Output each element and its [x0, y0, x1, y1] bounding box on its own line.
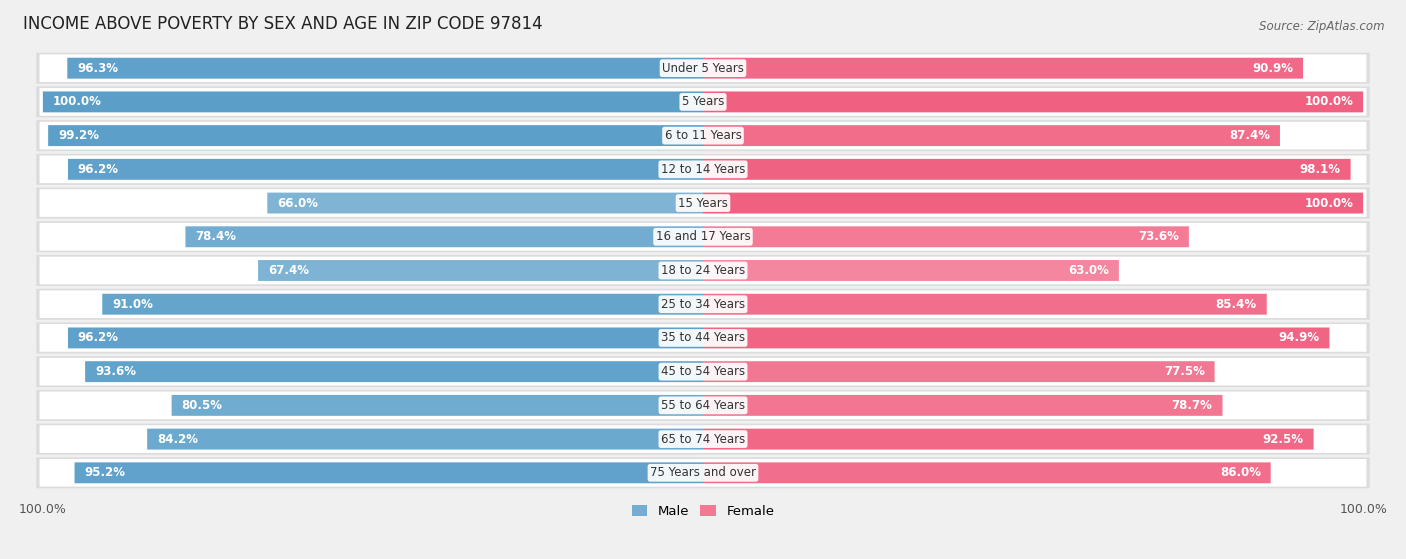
Text: 86.0%: 86.0% — [1220, 466, 1261, 479]
Text: 95.2%: 95.2% — [84, 466, 125, 479]
FancyBboxPatch shape — [67, 58, 703, 79]
Text: 65 to 74 Years: 65 to 74 Years — [661, 433, 745, 446]
Text: 93.6%: 93.6% — [96, 365, 136, 378]
Text: 55 to 64 Years: 55 to 64 Years — [661, 399, 745, 412]
FancyBboxPatch shape — [703, 193, 1364, 214]
FancyBboxPatch shape — [703, 429, 1313, 449]
FancyBboxPatch shape — [37, 188, 1369, 219]
FancyBboxPatch shape — [39, 425, 1367, 453]
Text: 100.0%: 100.0% — [1305, 96, 1353, 108]
Text: Under 5 Years: Under 5 Years — [662, 61, 744, 75]
FancyBboxPatch shape — [39, 155, 1367, 183]
Text: 12 to 14 Years: 12 to 14 Years — [661, 163, 745, 176]
FancyBboxPatch shape — [703, 260, 1119, 281]
FancyBboxPatch shape — [37, 154, 1369, 185]
FancyBboxPatch shape — [703, 58, 1303, 79]
FancyBboxPatch shape — [37, 390, 1369, 421]
FancyBboxPatch shape — [37, 87, 1369, 117]
Legend: Male, Female: Male, Female — [626, 500, 780, 523]
FancyBboxPatch shape — [148, 429, 703, 449]
Text: 75 Years and over: 75 Years and over — [650, 466, 756, 479]
Text: 90.9%: 90.9% — [1253, 61, 1294, 75]
Text: Source: ZipAtlas.com: Source: ZipAtlas.com — [1260, 20, 1385, 32]
FancyBboxPatch shape — [37, 120, 1369, 151]
FancyBboxPatch shape — [39, 122, 1367, 149]
Text: 92.5%: 92.5% — [1263, 433, 1303, 446]
FancyBboxPatch shape — [703, 159, 1351, 180]
FancyBboxPatch shape — [39, 257, 1367, 285]
Text: 77.5%: 77.5% — [1164, 365, 1205, 378]
Text: 35 to 44 Years: 35 to 44 Years — [661, 331, 745, 344]
Text: 6 to 11 Years: 6 to 11 Years — [665, 129, 741, 142]
FancyBboxPatch shape — [75, 462, 703, 484]
Text: 66.0%: 66.0% — [277, 197, 318, 210]
Text: 15 Years: 15 Years — [678, 197, 728, 210]
FancyBboxPatch shape — [37, 255, 1369, 286]
FancyBboxPatch shape — [39, 223, 1367, 250]
FancyBboxPatch shape — [172, 395, 703, 416]
FancyBboxPatch shape — [703, 125, 1279, 146]
Text: 16 and 17 Years: 16 and 17 Years — [655, 230, 751, 243]
FancyBboxPatch shape — [42, 92, 703, 112]
Text: 80.5%: 80.5% — [181, 399, 222, 412]
FancyBboxPatch shape — [48, 125, 703, 146]
FancyBboxPatch shape — [37, 288, 1369, 320]
FancyBboxPatch shape — [703, 361, 1215, 382]
Text: 25 to 34 Years: 25 to 34 Years — [661, 298, 745, 311]
Text: 96.2%: 96.2% — [77, 163, 120, 176]
FancyBboxPatch shape — [703, 462, 1271, 484]
FancyBboxPatch shape — [703, 328, 1330, 348]
Text: 63.0%: 63.0% — [1069, 264, 1109, 277]
Text: 91.0%: 91.0% — [112, 298, 153, 311]
Text: 78.7%: 78.7% — [1171, 399, 1212, 412]
FancyBboxPatch shape — [267, 193, 703, 214]
FancyBboxPatch shape — [703, 294, 1267, 315]
Text: 67.4%: 67.4% — [269, 264, 309, 277]
FancyBboxPatch shape — [39, 324, 1367, 352]
FancyBboxPatch shape — [39, 190, 1367, 217]
FancyBboxPatch shape — [37, 356, 1369, 387]
FancyBboxPatch shape — [39, 459, 1367, 487]
FancyBboxPatch shape — [703, 92, 1364, 112]
FancyBboxPatch shape — [37, 221, 1369, 252]
FancyBboxPatch shape — [186, 226, 703, 247]
FancyBboxPatch shape — [37, 323, 1369, 353]
FancyBboxPatch shape — [86, 361, 703, 382]
FancyBboxPatch shape — [37, 457, 1369, 489]
Text: 96.2%: 96.2% — [77, 331, 120, 344]
Text: 73.6%: 73.6% — [1137, 230, 1180, 243]
Text: 45 to 54 Years: 45 to 54 Years — [661, 365, 745, 378]
FancyBboxPatch shape — [39, 88, 1367, 116]
Text: 78.4%: 78.4% — [195, 230, 236, 243]
Text: 87.4%: 87.4% — [1229, 129, 1270, 142]
Text: 94.9%: 94.9% — [1278, 331, 1320, 344]
FancyBboxPatch shape — [39, 54, 1367, 82]
FancyBboxPatch shape — [703, 226, 1189, 247]
Text: 18 to 24 Years: 18 to 24 Years — [661, 264, 745, 277]
Text: INCOME ABOVE POVERTY BY SEX AND AGE IN ZIP CODE 97814: INCOME ABOVE POVERTY BY SEX AND AGE IN Z… — [22, 15, 543, 33]
FancyBboxPatch shape — [37, 53, 1369, 84]
FancyBboxPatch shape — [703, 395, 1223, 416]
FancyBboxPatch shape — [259, 260, 703, 281]
FancyBboxPatch shape — [37, 424, 1369, 454]
FancyBboxPatch shape — [67, 159, 703, 180]
FancyBboxPatch shape — [39, 290, 1367, 318]
Text: 100.0%: 100.0% — [53, 96, 101, 108]
Text: 96.3%: 96.3% — [77, 61, 118, 75]
FancyBboxPatch shape — [39, 358, 1367, 386]
Text: 84.2%: 84.2% — [157, 433, 198, 446]
FancyBboxPatch shape — [67, 328, 703, 348]
Text: 99.2%: 99.2% — [58, 129, 98, 142]
FancyBboxPatch shape — [103, 294, 703, 315]
Text: 85.4%: 85.4% — [1216, 298, 1257, 311]
Text: 98.1%: 98.1% — [1299, 163, 1341, 176]
Text: 5 Years: 5 Years — [682, 96, 724, 108]
Text: 100.0%: 100.0% — [1305, 197, 1353, 210]
FancyBboxPatch shape — [39, 391, 1367, 419]
